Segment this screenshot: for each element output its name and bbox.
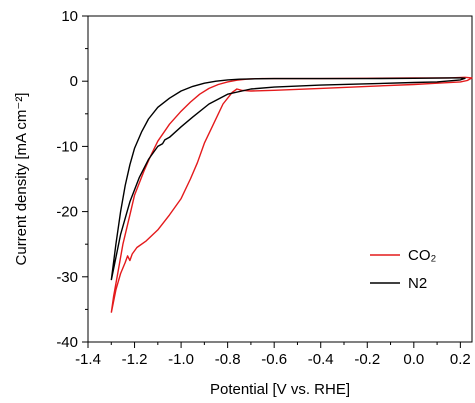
legend: CO₂ N2 — [370, 247, 437, 292]
x-tick-label: -1.4 — [75, 351, 101, 368]
series-layer — [110, 76, 473, 313]
x-tick-label: -0.6 — [261, 351, 287, 368]
y-tick-label: -40 — [56, 334, 78, 351]
plot-area-frame — [87, 15, 473, 343]
y-tick-label: 10 — [61, 8, 78, 25]
series-line-co2 — [110, 76, 473, 313]
x-tick-label: -1.0 — [168, 351, 194, 368]
y-tick-label: 0 — [70, 73, 78, 90]
y-axis-ticks: -40 -30 -20 -10 0 10 — [56, 8, 88, 351]
y-tick-label: -30 — [56, 269, 78, 286]
x-tick-label: 0.2 — [450, 351, 471, 368]
x-tick-label: 0.0 — [403, 351, 424, 368]
legend-label: CO₂ — [408, 247, 437, 264]
x-tick-label: -0.2 — [354, 351, 380, 368]
x-tick-label: -0.8 — [215, 351, 241, 368]
y-axis-title: Current density [mA cm⁻²] — [13, 93, 30, 266]
x-axis-title: Potential [V vs. RHE] — [210, 381, 350, 398]
x-axis-ticks: -1.4 -1.2 -1.0 -0.8 -0.6 -0.4 -0.2 0.0 0.2 — [75, 342, 471, 368]
x-tick-label: -0.4 — [308, 351, 334, 368]
x-tick-label: -1.2 — [122, 351, 148, 368]
legend-label: N2 — [408, 275, 427, 292]
y-tick-label: -20 — [56, 204, 78, 221]
y-tick-label: -10 — [56, 138, 78, 155]
series-line-n2 — [110, 77, 466, 281]
